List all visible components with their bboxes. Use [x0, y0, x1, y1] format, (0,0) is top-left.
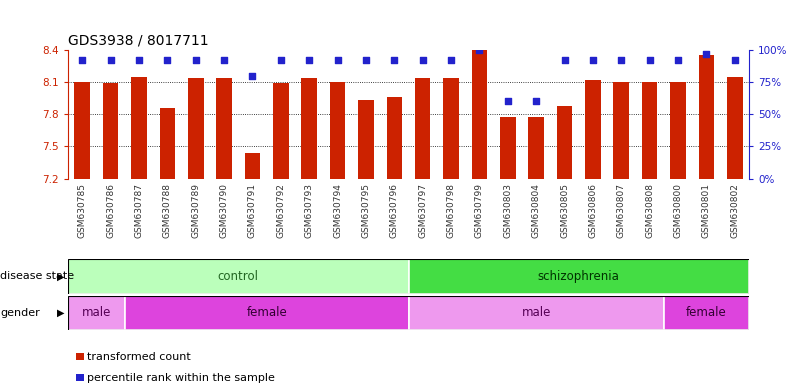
Bar: [727, 77, 743, 179]
Text: disease state: disease state: [0, 271, 74, 281]
Point: [643, 57, 656, 63]
Bar: [614, 82, 629, 179]
Text: female: female: [686, 306, 727, 319]
Bar: [301, 78, 317, 179]
Point: [671, 57, 684, 63]
Point: [360, 57, 372, 63]
Point: [529, 98, 542, 104]
Point: [388, 57, 400, 63]
Point: [558, 57, 571, 63]
Text: male: male: [521, 306, 551, 319]
Bar: [358, 100, 374, 179]
Point: [586, 57, 599, 63]
Text: control: control: [218, 270, 259, 283]
Bar: [443, 78, 459, 179]
Bar: [330, 82, 345, 179]
Point: [501, 98, 514, 104]
Bar: [387, 97, 402, 179]
Point: [218, 57, 231, 63]
Bar: [74, 82, 90, 179]
Bar: [409, 296, 664, 330]
Point: [303, 57, 316, 63]
Text: ▶: ▶: [57, 308, 64, 318]
Bar: [529, 118, 544, 179]
Point: [104, 57, 117, 63]
Text: male: male: [82, 306, 111, 319]
Bar: [670, 82, 686, 179]
Bar: [415, 78, 430, 179]
Text: GDS3938 / 8017711: GDS3938 / 8017711: [68, 33, 209, 47]
Point: [728, 57, 741, 63]
Bar: [68, 296, 125, 330]
Text: percentile rank within the sample: percentile rank within the sample: [87, 373, 275, 383]
Text: female: female: [246, 306, 287, 319]
Bar: [68, 259, 409, 294]
Bar: [472, 50, 487, 179]
Bar: [125, 296, 409, 330]
Text: gender: gender: [0, 308, 40, 318]
Point: [275, 57, 288, 63]
Point: [473, 47, 486, 53]
Text: ▶: ▶: [57, 271, 64, 281]
Point: [700, 51, 713, 57]
Bar: [409, 259, 749, 294]
Bar: [698, 55, 714, 179]
Bar: [131, 77, 147, 179]
Bar: [585, 80, 601, 179]
Point: [246, 73, 259, 79]
Point: [445, 57, 457, 63]
Point: [76, 57, 89, 63]
Point: [331, 57, 344, 63]
Text: schizophrenia: schizophrenia: [537, 270, 620, 283]
Bar: [188, 78, 203, 179]
Bar: [216, 78, 232, 179]
Bar: [557, 106, 573, 179]
Point: [189, 57, 202, 63]
Point: [615, 57, 628, 63]
Point: [133, 57, 146, 63]
Point: [161, 57, 174, 63]
Text: transformed count: transformed count: [87, 352, 191, 362]
Bar: [664, 296, 749, 330]
Bar: [159, 108, 175, 179]
Bar: [273, 83, 288, 179]
Point: [417, 57, 429, 63]
Bar: [103, 83, 119, 179]
Bar: [500, 118, 516, 179]
Bar: [244, 153, 260, 179]
Bar: [642, 82, 658, 179]
